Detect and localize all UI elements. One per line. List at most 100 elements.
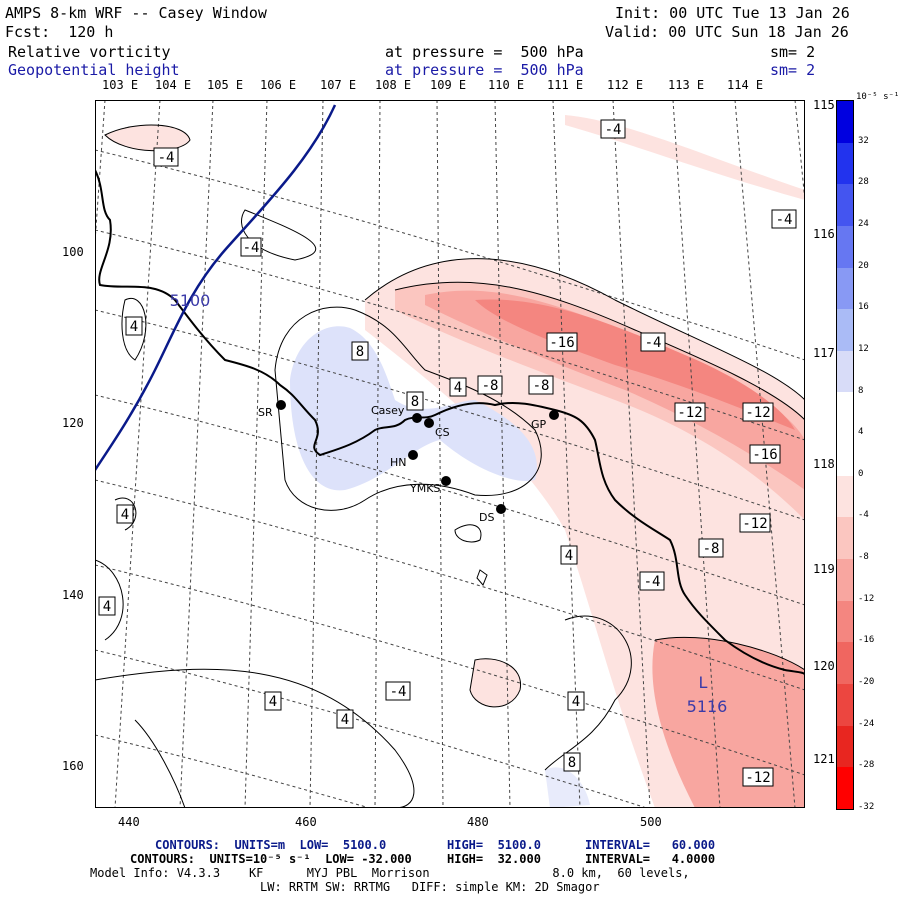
svg-text:-4: -4	[644, 574, 661, 590]
colorbar-tick: -28	[858, 760, 875, 771]
svg-text:8: 8	[411, 394, 419, 410]
lon-label: 112 E	[607, 78, 644, 92]
svg-text:-8: -8	[533, 378, 550, 394]
svg-text:-4: -4	[158, 150, 175, 166]
lon-label: 104 E	[155, 78, 192, 92]
svg-text:-12: -12	[745, 770, 770, 786]
colorbar-tick: 24	[858, 218, 869, 229]
contour-label: 4	[116, 504, 134, 524]
neg-vorticity-fill	[425, 290, 805, 490]
map-frame	[95, 100, 805, 808]
svg-text:4: 4	[341, 712, 349, 728]
svg-text:-4: -4	[390, 684, 407, 700]
contour-label: -4	[600, 119, 626, 139]
colorbar-tick: 32	[858, 135, 869, 146]
contour-label: -8	[477, 375, 503, 395]
station-hn[interactable]: HN	[390, 450, 418, 469]
low-center-value: 5116	[687, 697, 728, 716]
svg-text:4: 4	[103, 599, 111, 615]
contour-label: -12	[674, 402, 706, 422]
contour-label: -4	[640, 332, 666, 352]
colorbar-tick: 16	[858, 302, 869, 313]
colorbar	[836, 100, 854, 810]
svg-text:DS: DS	[479, 511, 494, 524]
lon-label: 105 E	[207, 78, 244, 92]
y-axis-label: 140	[62, 588, 84, 602]
contour-label: 4	[264, 691, 282, 711]
colorbar-segment	[837, 475, 853, 518]
svg-text:4: 4	[121, 507, 129, 523]
x-axis-label: 500	[640, 815, 662, 829]
map-title: AMPS 8-km WRF -- Casey Window	[5, 4, 267, 22]
svg-text:4: 4	[572, 694, 580, 710]
svg-text:SR: SR	[258, 406, 273, 419]
svg-text:4: 4	[565, 548, 573, 564]
svg-text:-4: -4	[605, 122, 622, 138]
height-contour-interval: INTERVAL= 60.000	[585, 838, 716, 852]
height-contour-info: CONTOURS: UNITS=m LOW= 5100.0	[155, 838, 387, 852]
contour-label: 4	[336, 709, 354, 729]
lon-label: 114 E	[727, 78, 764, 92]
lon-label: 110 E	[488, 78, 525, 92]
svg-text:8: 8	[356, 344, 364, 360]
field2-smoothing: sm= 2	[770, 61, 816, 79]
lon-label: 111 E	[547, 78, 584, 92]
colorbar-segment	[837, 350, 853, 393]
lon-label: 113 E	[668, 78, 705, 92]
colorbar-tick: 8	[858, 385, 864, 396]
field1-name: Relative vorticity	[8, 43, 171, 61]
contour-label: -12	[742, 767, 774, 787]
colorbar-segment	[837, 642, 853, 684]
vorticity-contour-high: HIGH= 32.000	[447, 852, 541, 866]
height-contour-high: HIGH= 5100.0	[447, 838, 541, 852]
contour-label: -4	[240, 237, 262, 257]
x-axis-label: 460	[295, 815, 317, 829]
vorticity-map: -4 -4 -4 -4 4 4 8 4 8 -8 -8 -16 -4 -12 -…	[95, 100, 805, 808]
colorbar-tick: -12	[858, 593, 875, 604]
station-ymks[interactable]: YMKS	[409, 476, 451, 495]
svg-text:4: 4	[130, 319, 138, 335]
height-label-5100: 5100	[170, 291, 211, 310]
contour-label: -12	[739, 513, 771, 533]
colorbar-tick: 4	[858, 427, 864, 438]
colorbar-tick: -20	[858, 677, 875, 688]
contour-label: 8	[406, 391, 424, 411]
colorbar-unit: 10⁻⁵ s⁻¹	[856, 92, 900, 102]
forecast-hour: Fcst: 120 h	[5, 23, 114, 41]
init-time: Init: 00 UTC Tue 13 Jan 26	[615, 4, 850, 22]
contour-label: -8	[528, 375, 554, 395]
colorbar-tick: -32	[858, 802, 875, 812]
station-sr[interactable]: SR	[258, 400, 286, 419]
y-axis-label: 160	[62, 759, 84, 773]
station-gp[interactable]: GP	[531, 410, 559, 431]
contour-label: -4	[153, 147, 179, 167]
svg-text:-8: -8	[703, 541, 720, 557]
svg-text:-12: -12	[677, 405, 702, 421]
contour-label: -4	[771, 209, 797, 229]
lon-label: 107 E	[320, 78, 357, 92]
contour-label: -4	[639, 571, 665, 591]
colorbar-tick: -16	[858, 635, 875, 646]
station-casey[interactable]: Casey	[371, 404, 422, 423]
station-cs[interactable]: CS	[424, 418, 450, 439]
contour-label: 4	[560, 545, 578, 565]
field2-name: Geopotential height	[8, 61, 180, 79]
x-axis-label: 440	[118, 815, 140, 829]
colorbar-tick: -24	[858, 718, 875, 729]
low-center-label: L	[699, 673, 708, 692]
svg-text:HN: HN	[390, 456, 407, 469]
colorbar-segment	[837, 267, 853, 310]
y-axis-label: 100	[62, 245, 84, 259]
colorbar-segment	[837, 683, 853, 726]
lon-label: 109 E	[430, 78, 467, 92]
svg-text:-16: -16	[752, 447, 777, 463]
colorbar-segment	[837, 600, 853, 643]
colorbar-segment	[837, 767, 853, 809]
valid-time: Valid: 00 UTC Sun 18 Jan 26	[605, 23, 849, 41]
model-info-2: LW: RRTM SW: RRTMG DIFF: simple KM: 2D S…	[260, 880, 600, 894]
pos-vorticity-fill	[545, 767, 590, 808]
lon-label: 103 E	[102, 78, 139, 92]
svg-text:-16: -16	[549, 335, 574, 351]
station-ds[interactable]: DS	[479, 504, 506, 524]
contour-label: -8	[698, 538, 724, 558]
